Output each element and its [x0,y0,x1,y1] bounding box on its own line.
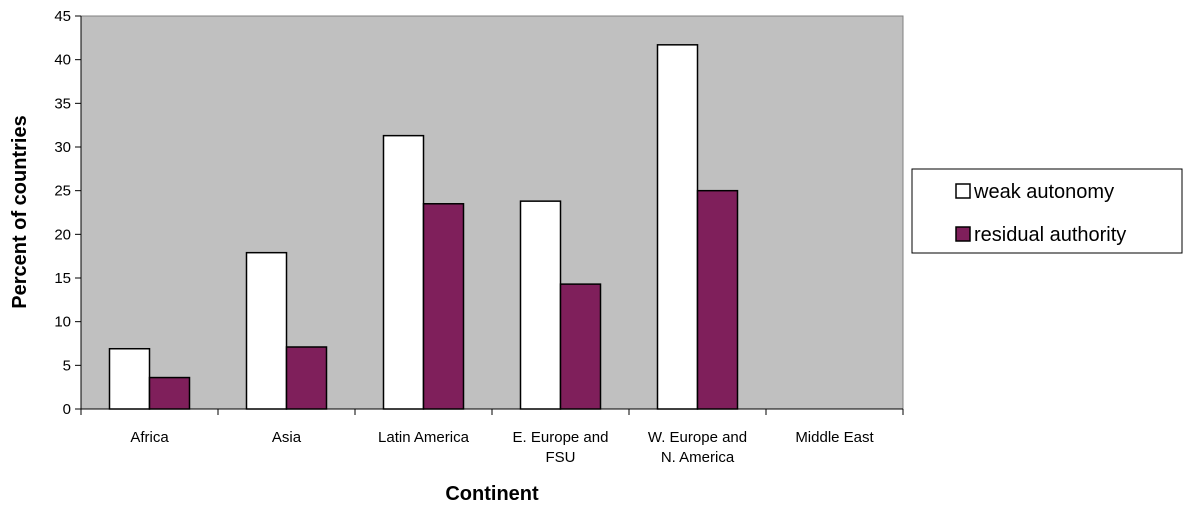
bar-weak-autonomy [108,347,151,410]
plot-area [80,15,904,410]
bar-residual-authority [148,376,191,410]
y-tick-label: 10 [54,314,71,331]
y-tick-label: 20 [54,226,71,243]
y-tick-label: 15 [54,270,71,287]
x-axis: Africa Asia Latin America E. Europe and FSU W… [80,408,904,466]
bar-weak-autonomy [382,134,425,410]
y-axis-title: Percent of countries [9,115,31,308]
y-tick-label: 0 [63,401,71,418]
bar-residual-authority [559,283,602,410]
x-tick-label: W. Europe and N. America [648,429,747,466]
legend-label-weak-autonomy: weak autonomy [973,181,1114,203]
bar-residual-authority [285,346,328,410]
y-tick-label: 40 [54,52,71,69]
x-tick-label: Latin America [378,429,470,446]
bar-residual-authority [422,203,465,410]
x-tick-label: Middle East [795,429,874,446]
bar-weak-autonomy [519,200,562,410]
legend-swatch-weak-autonomy [955,183,971,199]
y-axis: 0 5 10 15 20 25 30 35 40 45 [54,8,82,418]
x-tick-label: Africa [130,429,169,446]
y-tick-label: 25 [54,183,71,200]
y-tick-label: 30 [54,139,71,156]
bar-residual-authority [696,189,739,410]
x-tick-label: E. Europe and FSU [513,429,609,466]
y-tick-label: 35 [54,95,71,112]
legend: weak autonomy residual authority [911,168,1183,254]
y-tick-label: 45 [54,8,71,25]
legend-label-residual-authority: residual authority [974,224,1126,246]
bar-weak-autonomy [656,44,699,410]
legend-swatch-residual-authority [955,226,971,242]
y-tick-label: 5 [63,357,71,374]
x-tick-label: Asia [272,429,302,446]
x-axis-title: Continent [445,483,539,505]
bar-weak-autonomy [245,251,288,410]
